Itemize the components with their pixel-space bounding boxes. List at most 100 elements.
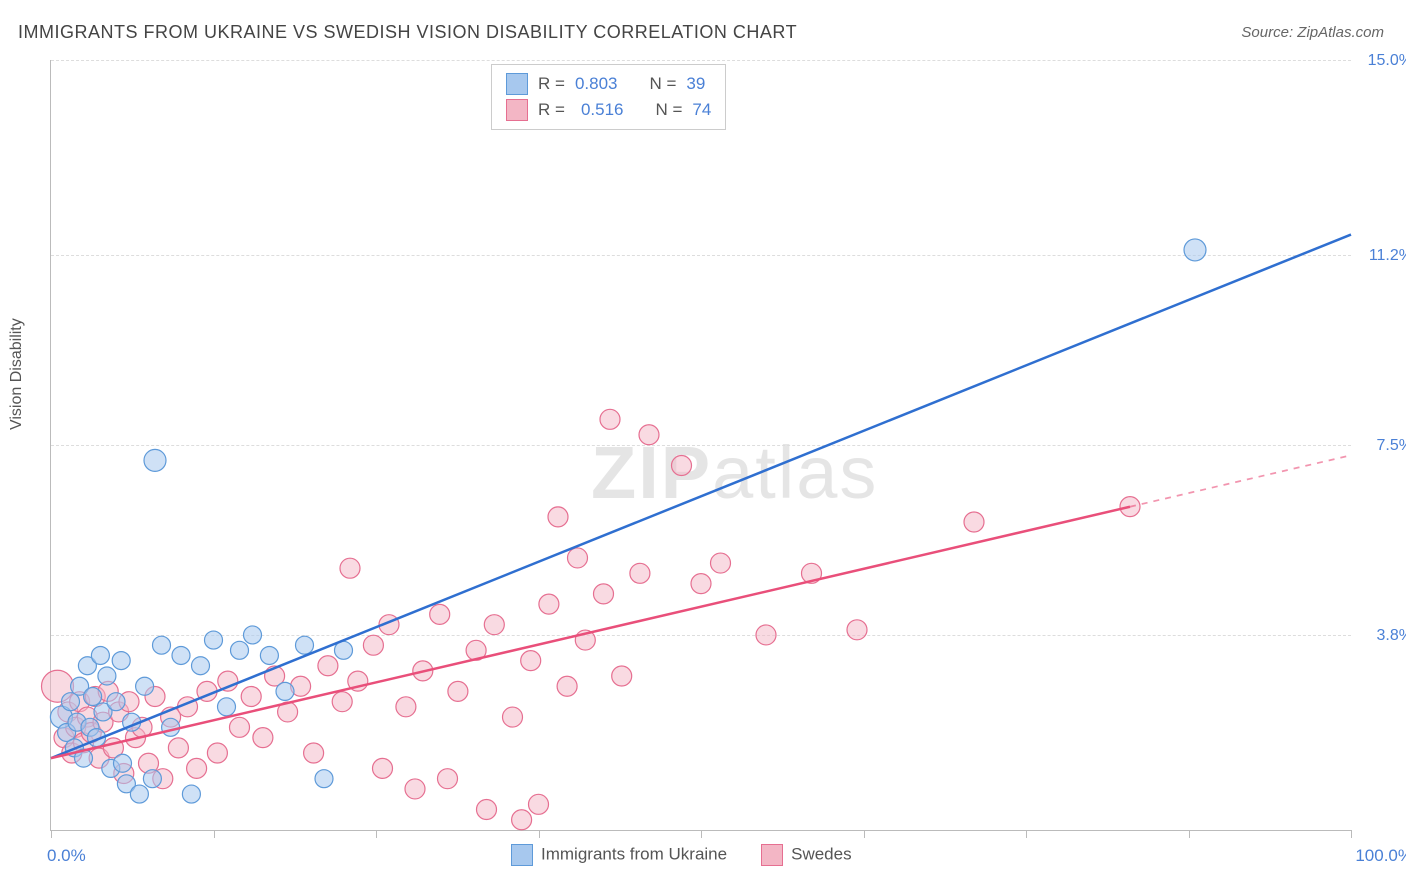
data-point: [253, 728, 273, 748]
data-point: [112, 652, 130, 670]
x-tick: [1189, 830, 1190, 838]
data-point: [484, 615, 504, 635]
n-label: N =: [655, 100, 682, 120]
trendline: [51, 235, 1351, 759]
n-label: N =: [649, 74, 676, 94]
data-point: [260, 646, 278, 664]
x-tick: [214, 830, 215, 838]
data-point: [107, 693, 125, 711]
source-attribution: Source: ZipAtlas.com: [1241, 24, 1384, 41]
x-tick: [376, 830, 377, 838]
data-point: [448, 681, 468, 701]
legend-swatch-icon: [511, 844, 533, 866]
y-tick-label: 11.2%: [1357, 247, 1406, 265]
data-point: [512, 810, 532, 830]
data-point: [639, 425, 659, 445]
r-value-ukraine: 0.803: [575, 74, 618, 94]
x-tick: [701, 830, 702, 838]
chart-title: IMMIGRANTS FROM UKRAINE VS SWEDISH VISIO…: [18, 22, 797, 43]
chart-canvas: [51, 60, 1351, 830]
data-point: [304, 743, 324, 763]
data-point: [612, 666, 632, 686]
data-point: [1184, 239, 1206, 261]
data-point: [144, 449, 166, 471]
source-label: Source:: [1241, 24, 1293, 41]
x-tick: [539, 830, 540, 838]
data-point: [276, 682, 294, 700]
r-label: R =: [538, 74, 565, 94]
x-tick: [864, 830, 865, 838]
data-point: [192, 657, 210, 675]
x-tick: [1351, 830, 1352, 838]
legend-swatch-ukraine: [506, 73, 528, 95]
y-tick-label: 3.8%: [1357, 627, 1406, 645]
data-point: [332, 692, 352, 712]
data-point: [91, 646, 109, 664]
data-point: [539, 594, 559, 614]
data-point: [114, 754, 132, 772]
data-point: [143, 770, 161, 788]
data-point: [187, 758, 207, 778]
data-point: [672, 456, 692, 476]
trendline-extrapolated: [1130, 455, 1351, 506]
data-point: [153, 636, 171, 654]
data-point: [218, 698, 236, 716]
y-axis-label: Vision Disability: [8, 318, 26, 430]
legend-label-ukraine: Immigrants from Ukraine: [541, 844, 727, 863]
data-point: [630, 563, 650, 583]
x-tick: [51, 830, 52, 838]
data-point: [296, 636, 314, 654]
legend-swatch-icon: [761, 844, 783, 866]
data-point: [521, 651, 541, 671]
data-point: [405, 779, 425, 799]
data-point: [98, 667, 116, 685]
data-point: [244, 626, 262, 644]
data-point: [340, 558, 360, 578]
x-tick: [1026, 830, 1027, 838]
series-legend: Immigrants from Ukraine Swedes: [511, 844, 852, 866]
x-axis-max-label: 100.0%: [1355, 846, 1406, 866]
data-point: [373, 758, 393, 778]
source-value: ZipAtlas.com: [1297, 24, 1384, 41]
legend-row-swedes: R = 0.516 N = 74: [506, 97, 711, 123]
data-point: [396, 697, 416, 717]
data-point: [691, 574, 711, 594]
data-point: [136, 677, 154, 695]
data-point: [568, 548, 588, 568]
data-point: [162, 718, 180, 736]
data-point: [756, 625, 776, 645]
data-point: [172, 646, 190, 664]
data-point: [503, 707, 523, 727]
data-point: [477, 799, 497, 819]
data-point: [711, 553, 731, 573]
data-point: [205, 631, 223, 649]
data-point: [557, 676, 577, 696]
legend-swatch-swedes: [506, 99, 528, 121]
data-point: [84, 688, 102, 706]
r-label: R =: [538, 100, 565, 120]
y-tick-label: 15.0%: [1357, 52, 1406, 70]
x-axis-min-label: 0.0%: [47, 846, 86, 866]
data-point: [847, 620, 867, 640]
legend-item-swedes: Swedes: [761, 844, 851, 866]
data-point: [168, 738, 188, 758]
data-point: [241, 687, 261, 707]
data-point: [964, 512, 984, 532]
n-value-swedes: 74: [692, 100, 711, 120]
data-point: [207, 743, 227, 763]
data-point: [182, 785, 200, 803]
r-value-swedes: 0.516: [581, 100, 624, 120]
correlation-legend: R = 0.803 N = 39 R = 0.516 N = 74: [491, 64, 726, 130]
data-point: [594, 584, 614, 604]
data-point: [231, 641, 249, 659]
data-point: [529, 794, 549, 814]
y-tick-label: 7.5%: [1357, 437, 1406, 455]
legend-item-ukraine: Immigrants from Ukraine: [511, 844, 727, 866]
data-point: [363, 635, 383, 655]
data-point: [430, 604, 450, 624]
data-point: [130, 785, 148, 803]
data-point: [230, 717, 250, 737]
legend-label-swedes: Swedes: [791, 844, 851, 863]
data-point: [315, 770, 333, 788]
data-point: [600, 409, 620, 429]
